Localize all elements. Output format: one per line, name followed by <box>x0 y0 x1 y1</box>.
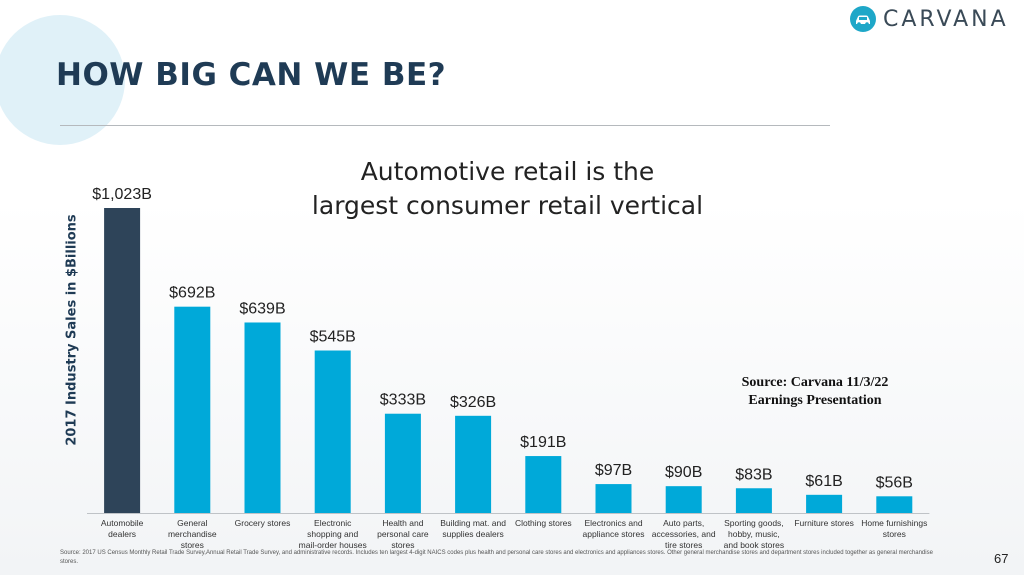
category-label: Building mat. and supplies dealers <box>440 518 506 539</box>
bar-value-label: $545B <box>310 329 356 346</box>
title-divider <box>60 125 830 126</box>
bar-value-label: $692B <box>169 285 215 302</box>
source-note-line-1: Source: Carvana 11/3/22 <box>741 375 889 390</box>
source-note-line-2: Earnings Presentation <box>748 393 882 408</box>
bar-1 <box>174 306 211 513</box>
bar-value-label: $97B <box>595 462 632 479</box>
bar-4 <box>384 413 421 513</box>
bar-value-label: $83B <box>735 466 772 483</box>
category-label: Furniture stores <box>794 518 854 528</box>
bar-2 <box>244 322 281 513</box>
bar-value-label: $56B <box>876 474 913 491</box>
bar-value-label: $90B <box>665 464 702 481</box>
bar-value-label: $191B <box>520 434 566 451</box>
bar-9 <box>735 488 772 513</box>
subtitle-line-2: largest consumer retail vertical <box>311 191 704 220</box>
logo-wordmark: CARVANA <box>883 6 1009 32</box>
bar-7 <box>595 484 632 513</box>
footnote: Source: 2017 US Census Monthly Retail Tr… <box>60 550 933 565</box>
category-label: General merchandise stores <box>168 518 217 550</box>
bar-0 <box>104 208 141 513</box>
bar-8 <box>665 486 702 513</box>
bar-5 <box>455 415 492 513</box>
subtitle-line-1: Automotive retail is the <box>360 157 655 186</box>
bar-6 <box>525 456 562 513</box>
carvana-logo: CARVANA <box>850 6 1009 32</box>
bar-value-label: $333B <box>380 392 426 409</box>
source-note: Source: Carvana 11/3/22 Earnings Present… <box>700 374 930 410</box>
category-label: Grocery stores <box>235 518 291 528</box>
decorative-circle <box>0 15 125 145</box>
bar-value-label: $326B <box>450 394 496 411</box>
car-icon <box>850 6 876 32</box>
category-label: Automobile dealers <box>101 518 144 539</box>
category-label: Electronics and appliance stores <box>583 518 645 539</box>
bar-value-label: $1,023B <box>92 186 152 203</box>
category-label: Sporting goods, hobby, music, and book sto… <box>724 518 784 550</box>
bar-11 <box>876 496 913 513</box>
category-label: Home furnishings stores <box>861 518 927 539</box>
bar-value-label: $639B <box>239 300 285 317</box>
page-title: HOW BIG CAN WE BE? <box>56 57 447 93</box>
bar-10 <box>806 494 843 513</box>
bar-3 <box>314 350 351 513</box>
bar-value-label: $61B <box>805 473 842 490</box>
category-label: Health and personal care stores <box>377 518 429 550</box>
category-label: Auto parts, accessories, and tire stores <box>652 518 716 550</box>
page-number: 67 <box>994 551 1009 566</box>
category-label: Clothing stores <box>515 518 572 528</box>
chart-subtitle: Automotive retail is the largest consume… <box>300 155 715 223</box>
category-label: Electronic shopping and mail-order houses <box>299 518 367 550</box>
